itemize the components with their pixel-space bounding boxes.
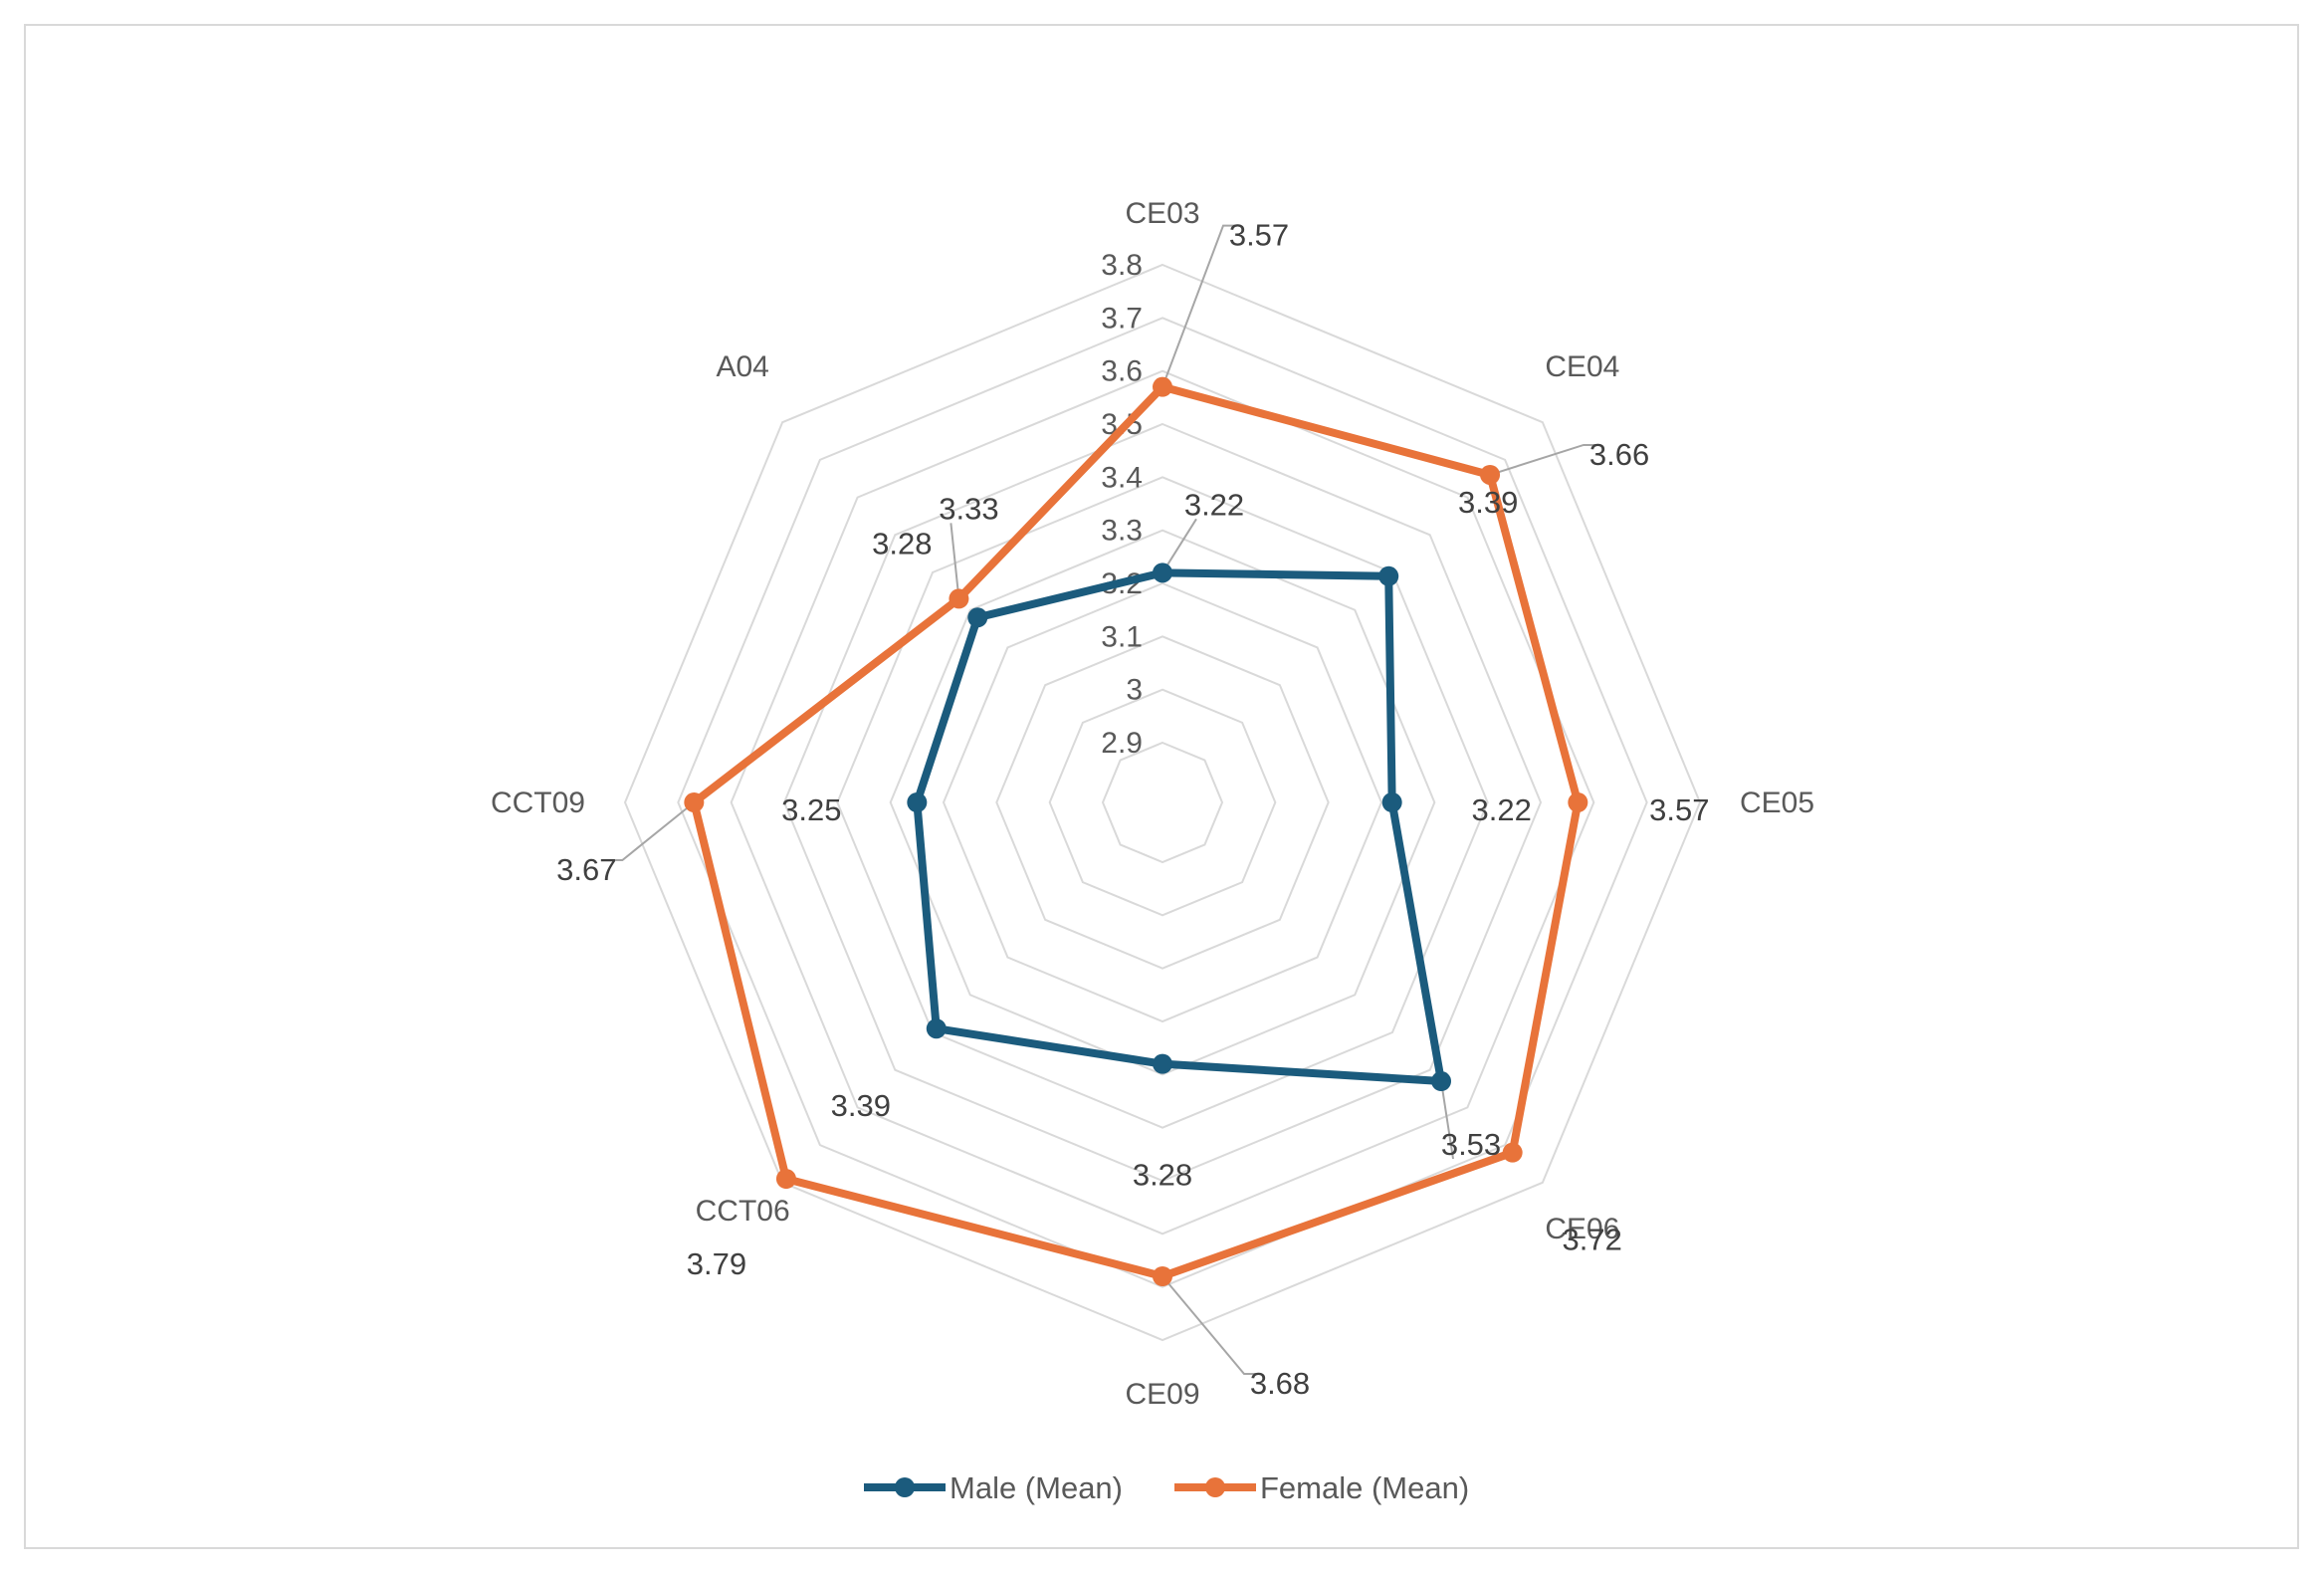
- grid-ring: [889, 529, 1436, 1076]
- leader-line: [1162, 518, 1197, 573]
- legend-label: Male (Mean): [950, 1470, 1123, 1505]
- leader-line: [1440, 1080, 1454, 1160]
- grid-ring: [730, 369, 1595, 1236]
- tick-label: 3.7: [1101, 302, 1143, 335]
- category-label: CE03: [1125, 197, 1199, 230]
- grid-ring: [942, 581, 1383, 1023]
- data-point: [1480, 464, 1501, 485]
- category-label: CE04: [1545, 350, 1619, 383]
- category-label: CE09: [1125, 1378, 1199, 1411]
- data-point: [949, 588, 969, 609]
- data-point: [1153, 1266, 1172, 1286]
- leader-line: [1162, 224, 1237, 388]
- data-label: 3.39: [1458, 485, 1518, 520]
- data-label: 3.53: [1441, 1127, 1501, 1162]
- chart-frame: [24, 24, 2299, 1549]
- tick-label-layer: 2.933.13.23.33.43.53.63.73.8: [1101, 249, 1143, 760]
- data-point: [1381, 792, 1402, 812]
- legend-marker: [1205, 1477, 1225, 1497]
- data-point: [1431, 1071, 1452, 1092]
- category-label: CCT09: [491, 786, 585, 819]
- tick-label: 3.6: [1101, 355, 1143, 388]
- data-point: [1153, 1053, 1172, 1074]
- data-label: 3.72: [1562, 1223, 1621, 1257]
- grid-ring: [1101, 741, 1224, 864]
- tick-label: 3.1: [1101, 620, 1143, 653]
- data-label: 3.28: [872, 526, 932, 561]
- data-point: [1153, 562, 1172, 583]
- tick-label: 2.9: [1101, 727, 1143, 760]
- legend-label: Female (Mean): [1260, 1470, 1469, 1505]
- grid-ring: [677, 317, 1648, 1288]
- category-label-layer: CE03 CE04 CE05 CE06 CE09 CCT06 CCT09 A04: [491, 197, 1814, 1411]
- data-point: [1378, 565, 1399, 586]
- data-label: 3.57: [1649, 792, 1709, 827]
- data-label: 3.68: [1250, 1366, 1310, 1401]
- data-label: 3.57: [1229, 218, 1289, 253]
- series-layer: [684, 376, 1588, 1286]
- tick-label: 3.8: [1101, 249, 1143, 282]
- category-label: CCT06: [696, 1195, 790, 1228]
- data-label: 3.79: [687, 1246, 746, 1281]
- data-point: [684, 792, 705, 812]
- legend-marker: [895, 1477, 915, 1497]
- data-point: [1502, 1142, 1523, 1163]
- data-label: 3.28: [1133, 1158, 1192, 1193]
- data-label: 3.22: [1471, 792, 1531, 827]
- data-label: 3.66: [1589, 437, 1649, 472]
- tick-label: 3: [1126, 674, 1143, 707]
- leader-line: [608, 801, 695, 861]
- data-point: [1568, 792, 1588, 812]
- data-point: [907, 792, 928, 812]
- grid-ring: [623, 263, 1702, 1342]
- tick-label: 3.3: [1101, 515, 1143, 548]
- category-label: CE05: [1740, 786, 1814, 819]
- grid-ring: [995, 635, 1330, 970]
- grid-ring: [836, 476, 1489, 1129]
- grid-layer: [623, 263, 1702, 1342]
- data-point: [967, 607, 988, 628]
- category-label: CE06: [1545, 1213, 1619, 1245]
- grid-ring: [1048, 688, 1277, 917]
- leader-line: [950, 523, 960, 599]
- data-label-layer: 3.22 3.39 3.22 3.53 3.28 3.39 3.25 3.28 3.57 3.66…: [556, 218, 1709, 1401]
- leader-line-layer: [608, 224, 1598, 1375]
- data-label: 3.33: [939, 491, 998, 526]
- leader-line: [1162, 1275, 1258, 1375]
- data-point: [1153, 376, 1172, 397]
- data-label: 3.25: [781, 792, 841, 827]
- tick-label: 3.4: [1101, 461, 1143, 494]
- leader-line: [1489, 443, 1598, 476]
- data-point: [926, 1018, 947, 1039]
- data-label: 3.39: [831, 1088, 891, 1123]
- category-label: A04: [716, 350, 768, 383]
- data-label: 3.22: [1184, 487, 1244, 522]
- data-point: [775, 1169, 796, 1190]
- grid-ring: [782, 422, 1543, 1183]
- legend: Male (Mean) Female (Mean): [864, 1470, 1469, 1505]
- data-label: 3.67: [556, 852, 616, 887]
